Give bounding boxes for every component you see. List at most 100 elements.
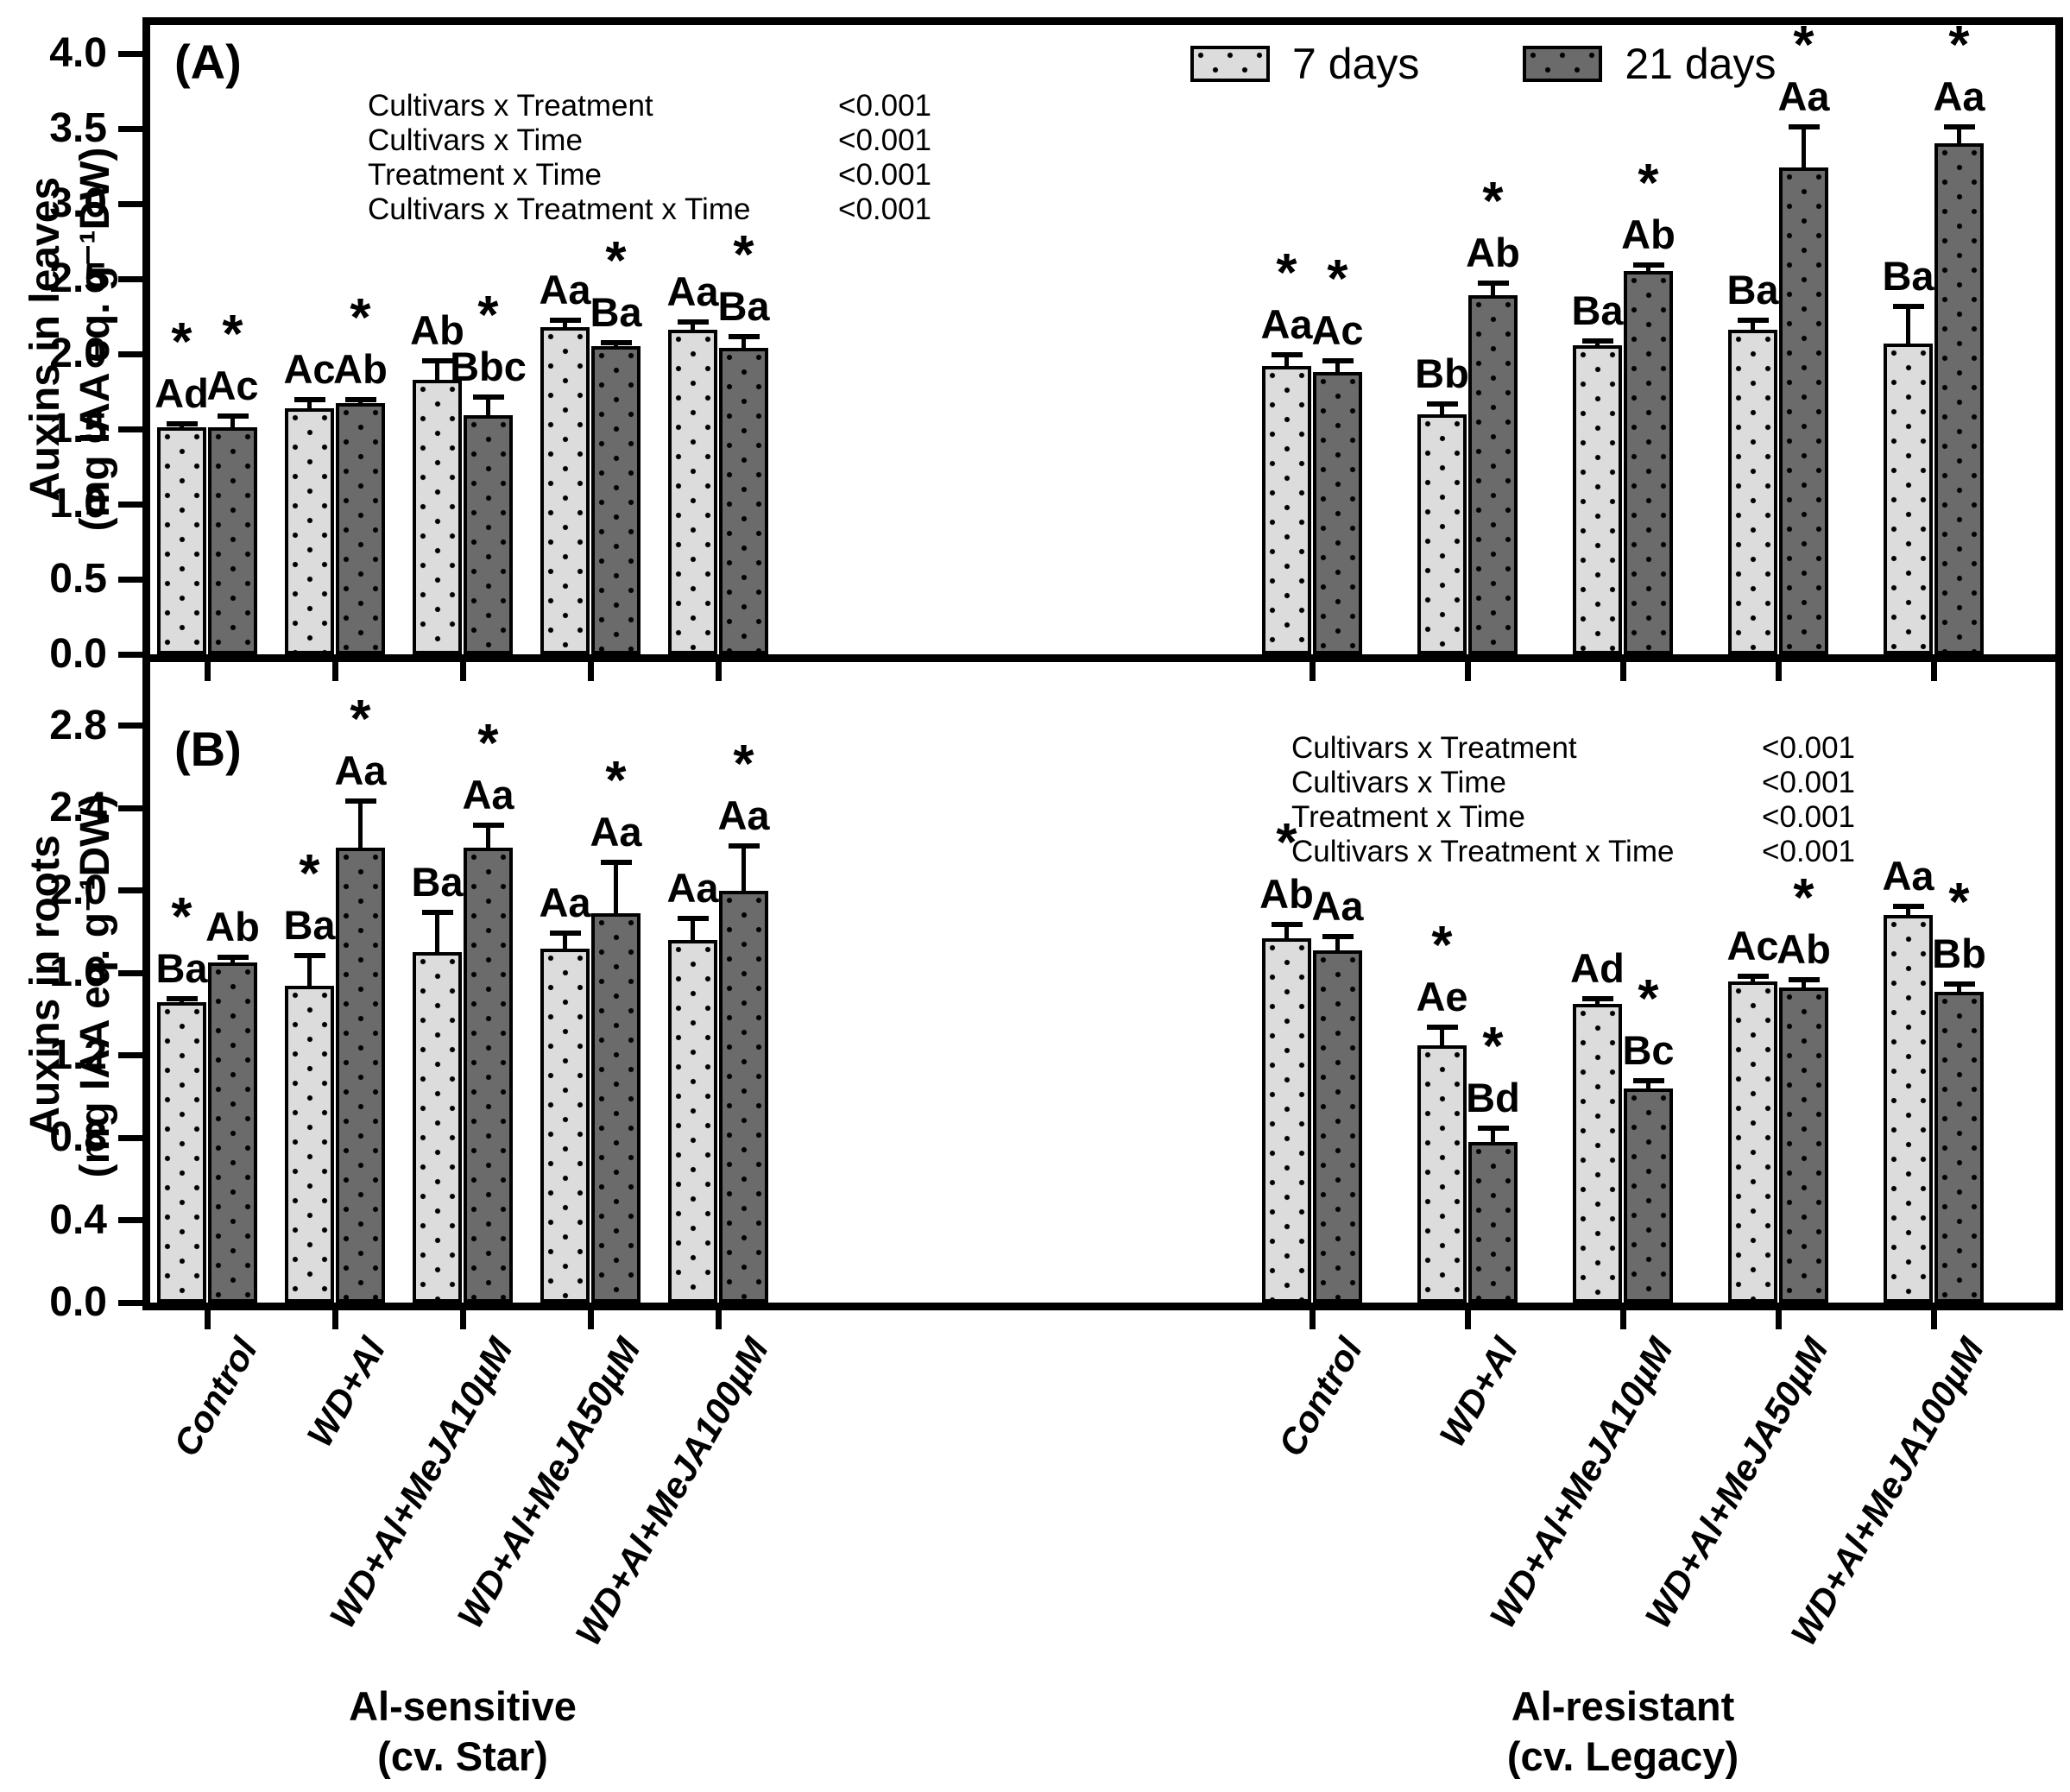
significance-letters: Ba: [1571, 287, 1624, 334]
error-bar: [691, 320, 695, 333]
y-tick-label: 1.2: [49, 1032, 107, 1078]
y-axis-title-panel-a: Auxins in leaves (mg IAA eq. g⁻¹DW): [21, 148, 121, 532]
significance-letters: Aa: [1882, 852, 1934, 899]
significance-letters: Ae: [1416, 974, 1468, 1020]
significance-letters: Aa: [666, 864, 719, 911]
y-tick: [118, 805, 142, 811]
bar-21-days: [1468, 1141, 1518, 1303]
error-bar: [1491, 281, 1495, 299]
significance-letters: Aa: [334, 747, 387, 793]
significance-letters: Ab: [1777, 926, 1831, 973]
error-bar: [742, 845, 746, 893]
significance-asterisk: *: [1276, 813, 1297, 873]
significance-asterisk: *: [1327, 249, 1348, 309]
legend-label-7-days: 7 days: [1292, 40, 1420, 88]
significance-asterisk: *: [299, 843, 320, 904]
error-bar: [435, 911, 439, 956]
panel-b: (B) Cultivars x Treatment <0.001 Cultivar…: [49, 662, 2063, 1325]
y-tick: [118, 722, 142, 729]
stats-label: Cultivars x Treatment: [368, 89, 653, 123]
cluster-title: Al-resistant: [1511, 1683, 1735, 1729]
x-label-wd-al: WD+Al: [1430, 1331, 1525, 1454]
error-bar-cap: [472, 823, 504, 829]
stats-value: <0.001: [838, 89, 932, 123]
error-bar: [307, 954, 312, 988]
significance-asterisk: *: [1948, 15, 1970, 75]
stats-value: <0.001: [838, 123, 932, 157]
error-bar-cap: [1477, 280, 1509, 286]
error-bar: [1957, 983, 1961, 994]
bar-21-days: [591, 913, 641, 1303]
y-axis-title-line1: Auxins in roots: [22, 835, 68, 1137]
bar-7-days: [668, 330, 717, 654]
stats-row: Cultivars x Treatment <0.001: [368, 89, 931, 123]
y-tick-label: 0.0: [49, 631, 107, 677]
significance-letters: Aa: [1777, 73, 1830, 119]
significance-asterisk: *: [605, 231, 627, 292]
stats-value: <0.001: [1762, 835, 1856, 868]
y-tick: [118, 501, 142, 508]
bar-7-days: [285, 407, 334, 654]
bar-7-days: [157, 427, 206, 654]
error-bar: [307, 399, 312, 411]
error-bar-cap: [549, 318, 581, 323]
error-bar-cap: [728, 843, 760, 849]
error-bar-cap: [1271, 922, 1303, 927]
bar-7-days: [1417, 1044, 1467, 1303]
error-bar-cap: [1632, 1078, 1664, 1084]
bar-21-days: [719, 348, 768, 654]
error-bar: [1802, 125, 1806, 171]
stats-value: <0.001: [1762, 800, 1856, 834]
bar-7-days: [1728, 981, 1777, 1303]
stats-label: Treatment x Time: [1291, 800, 1525, 834]
error-bar: [691, 917, 695, 943]
error-bar-cap: [1426, 1025, 1458, 1031]
legend-swatch-7-days-icon: [1190, 46, 1270, 82]
x-tick: [459, 662, 466, 681]
error-bar: [230, 956, 235, 966]
significance-letters: Ba: [283, 901, 336, 948]
error-bar: [1440, 1026, 1444, 1048]
error-bar-cap: [1632, 262, 1664, 268]
cluster-label-al-sensitive: Al-sensitive (cv. Star): [161, 1682, 765, 1782]
y-tick-label: 0.8: [49, 1114, 107, 1161]
x-tick: [1775, 1310, 1782, 1329]
significance-letters: Ba: [411, 858, 464, 905]
significance-asterisk: *: [1431, 916, 1453, 976]
stats-row: Cultivars x Treatment x Time <0.001: [368, 192, 931, 227]
cluster-subtitle: (cv. Legacy): [1506, 1733, 1739, 1779]
error-bar-cap: [549, 930, 581, 936]
error-bar: [1284, 924, 1289, 941]
significance-asterisk: *: [1793, 868, 1814, 929]
y-tick: [118, 887, 142, 894]
significance-letters: Ac: [1726, 922, 1779, 969]
x-label-wd-al: WD+Al: [298, 1331, 393, 1454]
x-tick: [1464, 662, 1471, 681]
bar-21-days: [1468, 295, 1518, 654]
significance-asterisk: *: [605, 751, 627, 811]
stats-value: <0.001: [838, 158, 932, 192]
error-bar-cap: [472, 394, 504, 400]
y-tick: [118, 200, 142, 207]
error-bar-cap: [600, 340, 632, 346]
y-tick: [118, 426, 142, 432]
x-tick: [1619, 1310, 1626, 1329]
error-bar: [180, 423, 184, 431]
bar-7-days: [540, 326, 590, 654]
bar-7-days: [1573, 344, 1622, 654]
significance-letters: Aa: [1260, 301, 1313, 348]
error-bar-cap: [217, 413, 249, 420]
error-bar-cap: [1788, 123, 1820, 129]
x-tick: [715, 662, 722, 681]
significance-letters: Ad: [155, 370, 209, 417]
stats-row: Cultivars x Time <0.001: [368, 123, 931, 158]
significance-letters: Aa: [666, 268, 719, 314]
y-tick-label: 2.0: [49, 867, 107, 913]
stats-label: Cultivars x Treatment x Time: [368, 192, 751, 226]
bar-21-days: [1313, 950, 1362, 1303]
significance-letters: Aa: [1933, 73, 1985, 119]
bar-21-days: [1624, 271, 1673, 654]
error-bar-cap: [1477, 1126, 1509, 1132]
bar-21-days: [464, 415, 513, 654]
